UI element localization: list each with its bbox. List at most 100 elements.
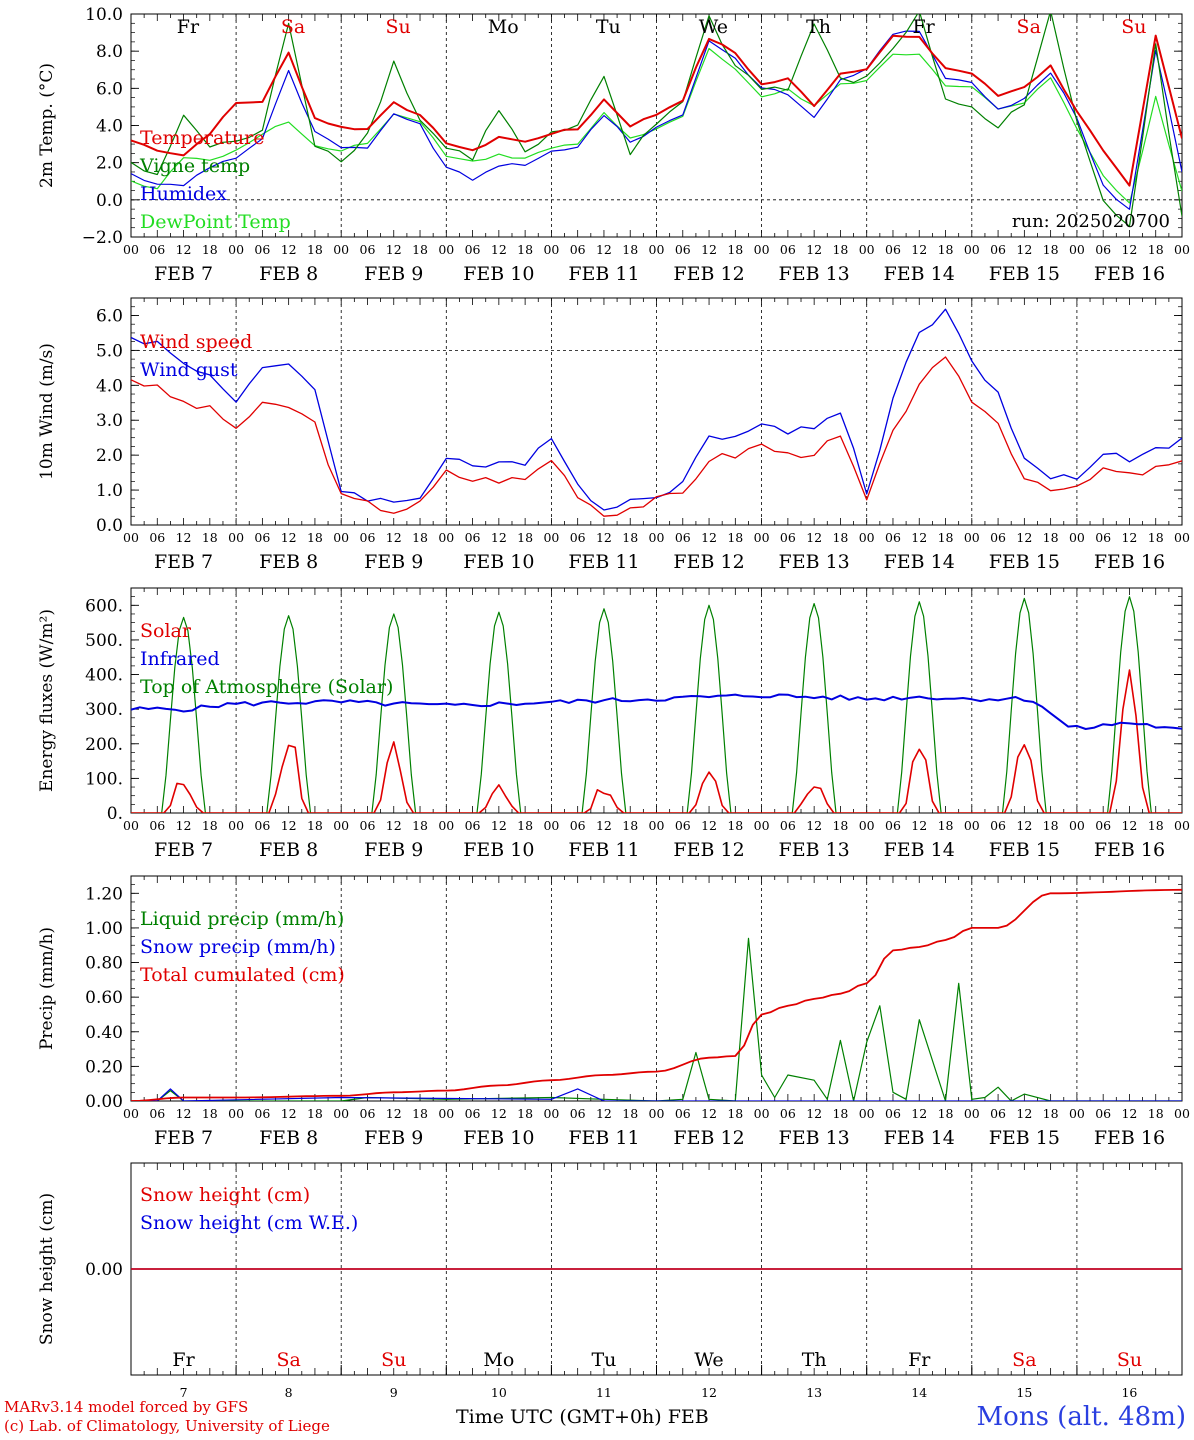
hour-tick-label: 12 bbox=[1016, 242, 1032, 257]
hour-tick-label: 00 bbox=[333, 530, 349, 545]
hour-tick-label: 12 bbox=[596, 530, 612, 545]
hour-tick-label: 00 bbox=[543, 530, 559, 545]
y-tick-label: 0.0 bbox=[96, 516, 123, 536]
legend-entry: Infrared bbox=[140, 648, 220, 670]
date-label: FEB 15 bbox=[989, 839, 1060, 861]
hour-tick-label: 00 bbox=[754, 818, 770, 833]
series-line-snow-precip-mm-h- bbox=[131, 1088, 1182, 1101]
y-tick-label: 0.00 bbox=[85, 1260, 123, 1280]
hour-tick-label: 18 bbox=[622, 530, 638, 545]
hour-tick-label: 12 bbox=[806, 1106, 822, 1121]
y-axis-label: Precip (mm/h) bbox=[37, 927, 57, 1050]
date-label: FEB 7 bbox=[154, 839, 213, 861]
hour-tick-label: 12 bbox=[1121, 242, 1137, 257]
series-line-infrared bbox=[131, 693, 1182, 730]
hour-tick-label: 06 bbox=[149, 242, 165, 257]
series-line-top-of-atmosphere bbox=[131, 596, 1182, 813]
date-label: FEB 13 bbox=[779, 263, 850, 285]
y-axis-label: 10m Wind (m/s) bbox=[37, 343, 57, 480]
y-tick-label: 600. bbox=[85, 596, 123, 616]
hour-tick-label: 00 bbox=[123, 530, 139, 545]
hour-tick-label: 00 bbox=[438, 242, 454, 257]
legend-entry: Liquid precip (mm/h) bbox=[140, 908, 344, 930]
y-tick-label: 2.0 bbox=[96, 154, 123, 174]
hour-tick-label: 00 bbox=[859, 242, 875, 257]
hour-tick-label: 00 bbox=[438, 1106, 454, 1121]
day-number-label: 11 bbox=[596, 1385, 612, 1400]
hour-tick-label: 06 bbox=[360, 530, 376, 545]
day-name-label: We bbox=[694, 1349, 723, 1371]
hour-tick-label: 06 bbox=[885, 242, 901, 257]
date-label: FEB 13 bbox=[779, 839, 850, 861]
day-name-label: Su bbox=[1121, 16, 1146, 38]
hour-tick-label: 18 bbox=[622, 1106, 638, 1121]
date-label: FEB 9 bbox=[364, 263, 423, 285]
hour-tick-label: 18 bbox=[517, 242, 533, 257]
hour-tick-label: 12 bbox=[1016, 818, 1032, 833]
meteogram-svg: 00 06 12 18 00 06 12 18 00 06 12 18 00 06 12 18 00 06 12 18… bbox=[37, 5, 1190, 1400]
date-label: FEB 10 bbox=[463, 1127, 534, 1149]
panel-2: 00 06 12 18 00 06 12 18 00 06 12 18 00 06 12 18 00 06 12 18… bbox=[37, 297, 1190, 573]
hour-tick-label: 18 bbox=[1043, 1106, 1059, 1121]
hour-tick-label: 12 bbox=[281, 242, 297, 257]
date-label: FEB 11 bbox=[568, 839, 639, 861]
legend-entry: Snow precip (mm/h) bbox=[140, 936, 336, 958]
date-label: FEB 8 bbox=[259, 839, 318, 861]
hour-tick-label: 00 bbox=[333, 818, 349, 833]
hour-tick-label: 18 bbox=[727, 818, 743, 833]
hour-tick-label: 12 bbox=[491, 1106, 507, 1121]
series-line-total-cumulated-cm- bbox=[131, 888, 1182, 1101]
y-tick-label: 5.0 bbox=[96, 341, 123, 361]
hour-tick-label: 18 bbox=[202, 818, 218, 833]
hour-tick-label: 00 bbox=[964, 530, 980, 545]
hour-tick-label: 00 bbox=[649, 1106, 665, 1121]
hour-tick-label: 00 bbox=[438, 818, 454, 833]
date-label: FEB 12 bbox=[673, 263, 744, 285]
date-label: FEB 13 bbox=[779, 1127, 850, 1149]
y-tick-label: 8.0 bbox=[96, 42, 123, 62]
date-label: FEB 11 bbox=[568, 551, 639, 573]
hour-tick-label: 06 bbox=[254, 530, 270, 545]
hour-tick-label: 00 bbox=[123, 242, 139, 257]
hour-tick-label: 18 bbox=[832, 530, 848, 545]
date-label: FEB 14 bbox=[884, 1127, 955, 1149]
month-label: FEB bbox=[667, 1406, 709, 1428]
hour-tick-label: 06 bbox=[1095, 242, 1111, 257]
day-number-label: 15 bbox=[1016, 1385, 1032, 1400]
hour-tick-label: 18 bbox=[938, 242, 954, 257]
y-axis-label: Energy fluxes (W/m²) bbox=[37, 609, 57, 792]
hour-tick-label: 06 bbox=[570, 242, 586, 257]
hour-tick-label: 18 bbox=[622, 818, 638, 833]
hour-tick-label: 00 bbox=[228, 1106, 244, 1121]
date-label: FEB 14 bbox=[884, 551, 955, 573]
hour-tick-label: 00 bbox=[754, 1106, 770, 1121]
hour-tick-label: 00 bbox=[649, 242, 665, 257]
series-group bbox=[131, 596, 1182, 813]
hour-tick-label: 00 bbox=[228, 530, 244, 545]
series-line-solar bbox=[131, 669, 1182, 813]
hour-tick-label: 12 bbox=[701, 530, 717, 545]
hour-tick-label: 12 bbox=[491, 530, 507, 545]
day-name-label: Mo bbox=[488, 16, 519, 38]
legend-entry: Total cumulated (cm) bbox=[140, 964, 345, 986]
hour-tick-label: 00 bbox=[228, 818, 244, 833]
time-axis-label: Time UTC (GMT+0h) FEB bbox=[456, 1406, 709, 1428]
hour-tick-label: 12 bbox=[1016, 530, 1032, 545]
panel-1: 00 06 12 18 00 06 12 18 00 06 12 18 00 06 12 18 00 06 12 18… bbox=[37, 5, 1190, 285]
hour-tick-label: 06 bbox=[570, 1106, 586, 1121]
series-line-liquid-precip-mm-h- bbox=[131, 937, 1182, 1101]
series-line-vigne-temp bbox=[131, 14, 1182, 227]
date-label: FEB 15 bbox=[989, 263, 1060, 285]
hour-tick-label: 18 bbox=[832, 818, 848, 833]
hour-tick-label: 06 bbox=[885, 1106, 901, 1121]
series-line-temperature bbox=[131, 34, 1182, 187]
date-label: FEB 14 bbox=[884, 263, 955, 285]
hour-tick-label: 12 bbox=[176, 1106, 192, 1121]
plot-frame bbox=[130, 13, 1183, 238]
hour-tick-label: 00 bbox=[754, 242, 770, 257]
legend-entry: DewPoint Temp bbox=[140, 211, 291, 233]
date-label: FEB 9 bbox=[364, 1127, 423, 1149]
hour-tick-label: 06 bbox=[990, 1106, 1006, 1121]
hour-tick-label: 12 bbox=[806, 818, 822, 833]
